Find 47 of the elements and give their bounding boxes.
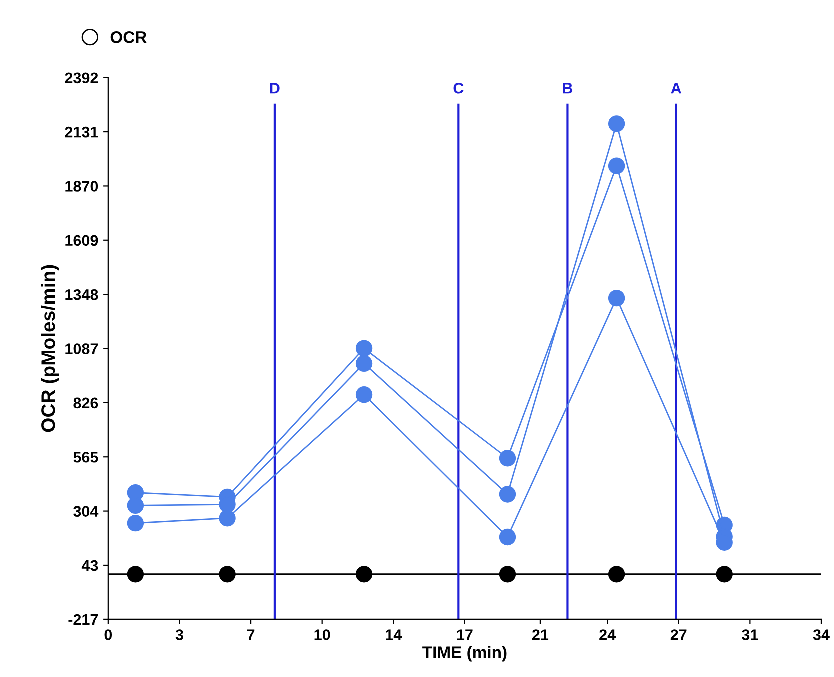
point <box>356 355 373 372</box>
point <box>716 566 733 583</box>
point <box>499 528 516 546</box>
point <box>127 515 144 532</box>
point <box>219 566 236 583</box>
legend-title: OCR <box>110 32 147 44</box>
x-axis-title: TIME (min) <box>422 646 507 662</box>
x-tick-label: 17 <box>457 630 473 640</box>
x-tick-label: 10 <box>314 630 330 640</box>
x-tick-label: 24 <box>600 630 616 640</box>
ref-line-label: C <box>454 82 464 94</box>
point <box>499 486 516 503</box>
y-tick-label: -217 <box>68 614 98 625</box>
y-tick-label: 304 <box>74 506 99 518</box>
point <box>127 497 144 514</box>
y-tick-label: 826 <box>74 398 98 409</box>
x-tick-label: 0 <box>104 630 112 640</box>
x-tick-label: 3 <box>176 630 184 640</box>
x-tick-label: 27 <box>670 630 687 640</box>
y-tick-label: 1609 <box>66 235 98 246</box>
point <box>219 510 236 527</box>
point <box>499 566 516 583</box>
x-tick-label: 7 <box>247 630 255 640</box>
point <box>356 386 373 404</box>
y-tick-label: 2392 <box>65 72 98 84</box>
x-tick-label: 21 <box>532 630 549 640</box>
y-tick-label: 1348 <box>66 289 98 300</box>
y-tick-label: 43 <box>82 560 98 572</box>
ref-line-label: A <box>671 83 682 94</box>
point <box>608 290 626 307</box>
point <box>608 158 626 174</box>
point <box>356 566 373 583</box>
ref-line-label: D <box>270 83 280 94</box>
point <box>127 566 144 583</box>
ref-line-label: B <box>563 83 573 94</box>
point <box>608 116 626 132</box>
point <box>608 566 626 583</box>
y-tick-label: 2131 <box>65 126 98 138</box>
point <box>356 340 373 357</box>
x-tick-label: 14 <box>386 630 402 640</box>
point <box>499 450 516 467</box>
y-tick-label: 1870 <box>66 181 98 192</box>
x-tick-label: 31 <box>742 630 758 640</box>
y-axis-title: OCR (pMoles/min) <box>41 265 60 432</box>
y-tick-label: 565 <box>74 452 98 463</box>
y-tick-label: 1087 <box>66 344 98 354</box>
x-tick-label: 34 <box>813 630 830 640</box>
